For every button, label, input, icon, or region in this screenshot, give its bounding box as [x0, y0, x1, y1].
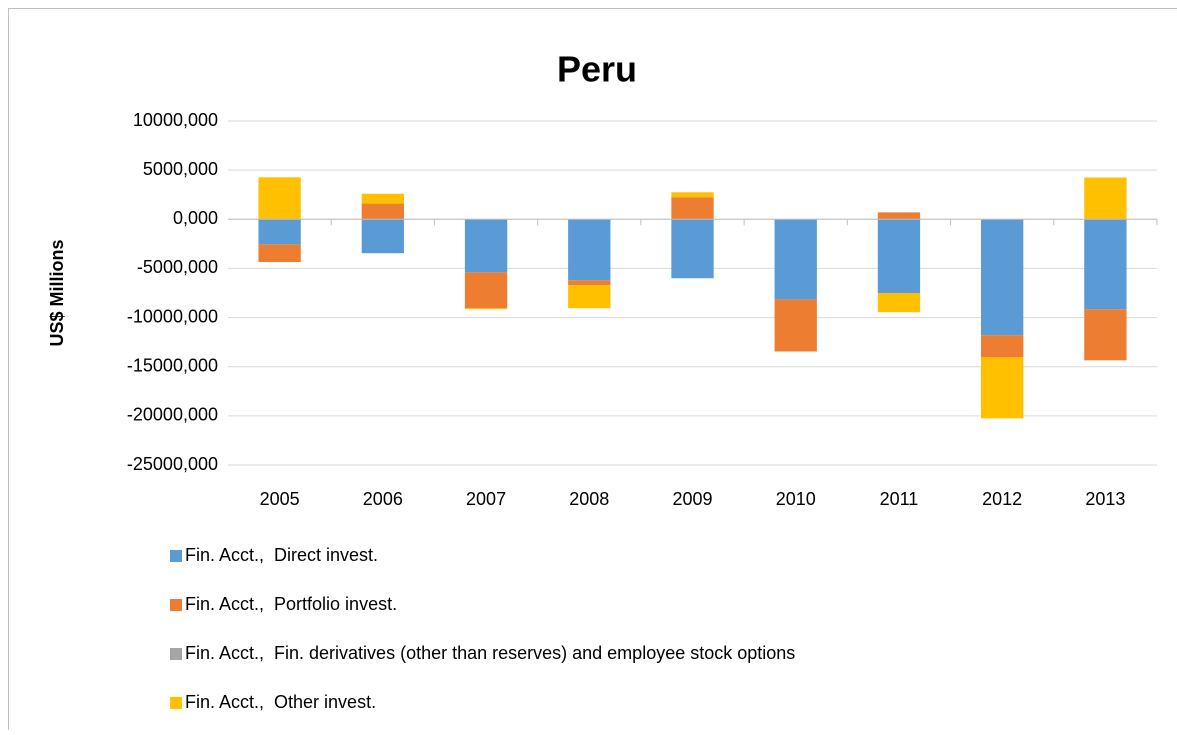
- y-tick-label: -5000,000: [137, 257, 218, 277]
- y-tick-label: 0,000: [173, 208, 218, 228]
- bar-segment: [465, 308, 507, 309]
- chart-title: Peru: [557, 49, 637, 90]
- bar-segment: [878, 219, 920, 293]
- x-tick-label: 2013: [1085, 489, 1125, 509]
- bar-segment: [568, 285, 610, 308]
- bar-segment: [258, 219, 300, 244]
- bar-segment: [362, 204, 404, 220]
- legend-label: Fin. Acct., Fin. derivatives (other than…: [185, 643, 795, 663]
- bar-segment: [362, 219, 404, 253]
- x-tick-label: 2007: [466, 489, 506, 509]
- bar-segment: [568, 280, 610, 285]
- x-tick-label: 2011: [880, 489, 919, 509]
- bar-segment: [258, 177, 300, 219]
- legend-swatch: [170, 648, 182, 660]
- bar-segment: [671, 197, 713, 219]
- y-tick-label: -25000,000: [127, 454, 218, 474]
- x-tick-label: 2009: [672, 489, 712, 509]
- bar-segment: [671, 192, 713, 197]
- legend-swatch: [170, 550, 182, 562]
- legend-label: Fin. Acct., Direct invest.: [185, 545, 378, 565]
- x-tick-label: 2006: [363, 489, 403, 509]
- legend-label: Fin. Acct., Other invest.: [185, 692, 376, 712]
- x-tick-label: 2005: [260, 489, 300, 509]
- y-tick-label: -15000,000: [127, 355, 218, 375]
- legend-label: Fin. Acct., Portfolio invest.: [185, 594, 397, 614]
- y-tick-label: -10000,000: [127, 306, 218, 326]
- x-tick-label: 2008: [569, 489, 609, 509]
- bar-segment: [465, 219, 507, 272]
- bar-segment: [878, 212, 920, 219]
- legend-swatch: [170, 599, 182, 611]
- bar-segment: [362, 194, 404, 204]
- bar-segment: [568, 219, 610, 280]
- bar-segment: [465, 272, 507, 308]
- legend-swatch: [170, 697, 182, 709]
- x-tick-label: 2012: [982, 489, 1022, 509]
- bar-segment: [775, 299, 817, 351]
- bar-segment: [1084, 178, 1126, 220]
- bar-segment: [775, 219, 817, 299]
- bar-segment: [981, 335, 1023, 357]
- bar-segment: [671, 219, 713, 278]
- bar-segment: [1084, 219, 1126, 309]
- y-tick-label: 10000,000: [133, 110, 218, 130]
- bar-segment: [1084, 309, 1126, 360]
- bar-segment: [981, 219, 1023, 335]
- x-tick-label: 2010: [776, 489, 816, 509]
- y-tick-label: 5000,000: [143, 159, 218, 179]
- bar-segment: [258, 244, 300, 262]
- bar-segment: [878, 293, 920, 312]
- y-axis-label: US$ Millions: [47, 239, 67, 346]
- bar-segment: [981, 357, 1023, 418]
- y-tick-label: -20000,000: [127, 405, 218, 425]
